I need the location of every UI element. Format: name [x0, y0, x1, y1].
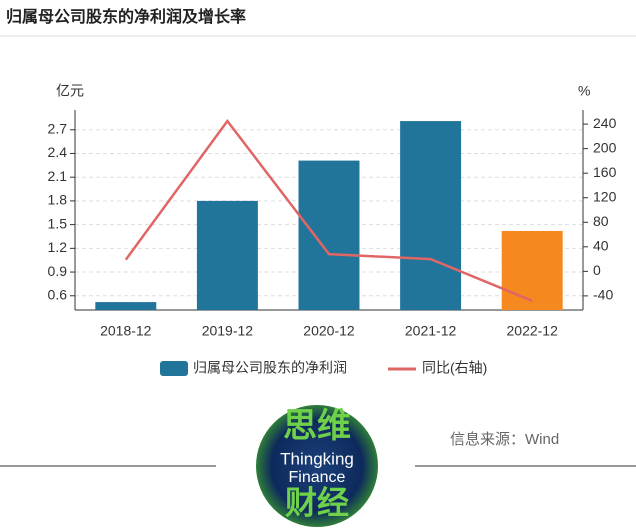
bar — [95, 302, 157, 310]
y2-tick-label: 80 — [593, 213, 609, 229]
y2-tick-label: 200 — [593, 139, 617, 155]
x-tick-label: 2020-12 — [303, 323, 355, 339]
line — [124, 118, 533, 302]
y-tick-label: 0.6 — [48, 286, 68, 302]
bar — [298, 160, 360, 310]
bar — [196, 200, 258, 310]
y2-tick-label: 120 — [593, 188, 617, 204]
x-tick-label: 2019-12 — [202, 323, 254, 339]
x-tick-label: 2021-12 — [405, 323, 457, 339]
y2-tick-label: 240 — [593, 115, 617, 131]
source: 信息来源：Wind — [450, 431, 559, 448]
y-tick-label: 2.4 — [48, 144, 68, 160]
bar — [400, 121, 462, 310]
legend-label: 同比(右轴) — [422, 360, 487, 376]
y-tick-label: 0.9 — [48, 263, 68, 279]
y2-tick-label: -40 — [593, 287, 613, 303]
legend-label: 归属母公司股东的净利润 — [193, 360, 347, 376]
chart-title: 归属母公司股东的净利润及增长率 — [6, 7, 246, 26]
y2-tick-label: 160 — [593, 164, 617, 180]
y2-tick-label: 0 — [593, 262, 601, 278]
y-tick-label: 1.8 — [48, 192, 68, 208]
y-tick-label: 2.7 — [48, 120, 68, 136]
logo-circle — [256, 405, 378, 527]
legend-swatch — [160, 361, 188, 376]
logo-text: Thingking — [280, 449, 354, 468]
y2-tick-label: 40 — [593, 238, 609, 254]
x-tick-label: 2018-12 — [100, 323, 152, 339]
logo: 思维 Thingking Finance 财经 — [256, 405, 378, 527]
bar — [501, 230, 563, 310]
y-tick-label: 1.5 — [48, 215, 68, 231]
y-tick-label: 2.1 — [48, 168, 68, 184]
y2-axis-label: % — [578, 83, 590, 99]
x-tick-label: 2022-12 — [507, 323, 559, 339]
y-tick-label: 1.2 — [48, 239, 68, 255]
logo-text: Finance — [289, 469, 346, 486]
logo-text: 思维 — [283, 407, 351, 445]
y-axis-label: 亿元 — [56, 83, 84, 99]
logo-text: 财经 — [285, 484, 349, 520]
